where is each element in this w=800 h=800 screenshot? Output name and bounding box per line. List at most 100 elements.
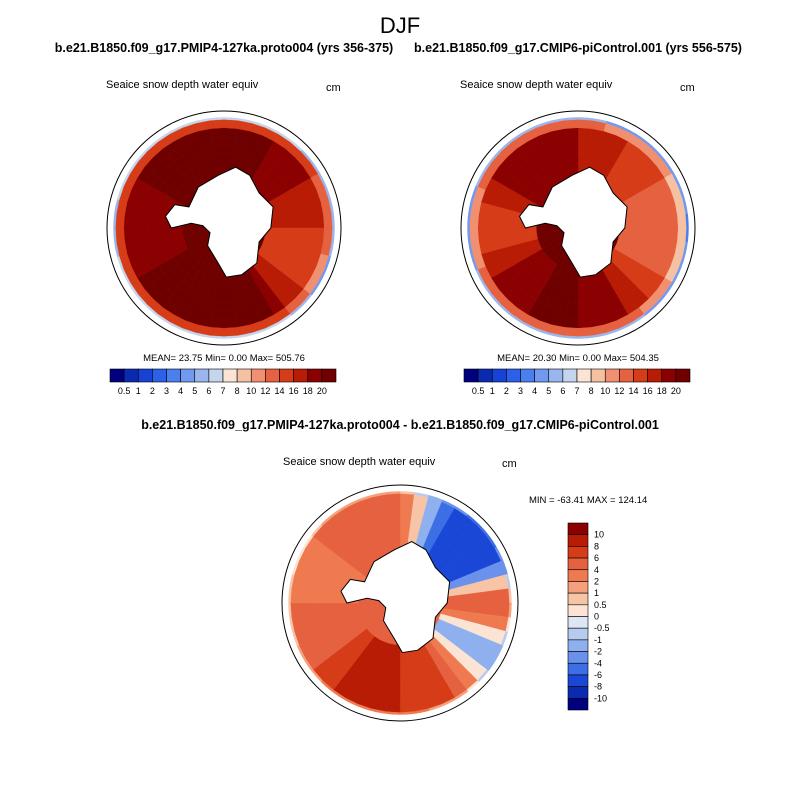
- colorbar-box: [307, 368, 323, 383]
- field-cell: [494, 216, 504, 229]
- colorbar-tick-label: 0: [594, 612, 599, 622]
- field-cell: [307, 590, 317, 604]
- field-cell: [563, 327, 579, 337]
- colorbar-tick-label: 2: [150, 386, 155, 396]
- colorbar-tick-label: 1: [594, 588, 599, 598]
- field-cell: [385, 703, 401, 713]
- field-cell: [399, 510, 413, 520]
- colorbar-box: [534, 368, 550, 383]
- left-case-title: b.e21.B1850.f09_g17.PMIP4-127ka.proto004…: [55, 41, 393, 55]
- colorbar-tick-label: 16: [643, 386, 653, 396]
- field-cell: [223, 294, 235, 304]
- field-cell: [386, 694, 401, 705]
- colorbar-box: [619, 368, 634, 383]
- field-cell: [399, 501, 414, 512]
- colorbar-box: [567, 698, 589, 711]
- field-cell: [577, 277, 586, 287]
- open-ocean: [282, 485, 518, 721]
- difference-colorbar: 108 6 42 1 0.5 0-0.5 -1 -2-4 -6 -8-10: [567, 522, 610, 711]
- open-ocean: [461, 111, 695, 345]
- left-stats: MEAN= 23.75 Min= 0.00 Max= 505.76: [143, 353, 305, 364]
- colorbar-box: [109, 368, 125, 383]
- field-cell: [213, 152, 225, 162]
- field-cell: [491, 589, 502, 604]
- field-cell: [570, 277, 579, 287]
- colorbar-box: [633, 368, 648, 383]
- field-cell: [500, 588, 510, 604]
- field-cell: [652, 216, 662, 229]
- antarctica-land: [518, 166, 628, 278]
- colorbar-tick-label: 16: [289, 386, 299, 396]
- colorbar-box: [567, 592, 589, 606]
- colorbar-box: [137, 368, 153, 383]
- field-cell: [485, 215, 496, 229]
- field-cell: [527, 227, 537, 235]
- field-cell: [223, 135, 237, 146]
- field-cell: [399, 518, 412, 529]
- colorbar-box: [477, 368, 493, 383]
- colorbar-box: [567, 557, 589, 571]
- field-cell: [385, 493, 401, 503]
- field-cell: [660, 215, 671, 229]
- field-cell: [635, 227, 646, 237]
- field-cell: [215, 285, 225, 296]
- colorbar-box: [123, 368, 139, 383]
- field-cell: [627, 220, 637, 229]
- colorbar-tick-label: -1: [594, 635, 602, 645]
- field-cell: [210, 127, 225, 138]
- colorbar-box: [506, 368, 521, 383]
- left-colorbar: 0.5 1 2 3 4 5 6 7 8 10 12 14 16 18 20: [109, 368, 337, 396]
- field-cell: [469, 227, 479, 243]
- field-cell: [357, 602, 367, 609]
- colorbar-box: [265, 368, 280, 383]
- field-cell: [466, 602, 477, 614]
- colorbar-box: [567, 627, 589, 641]
- field-cell: [577, 310, 591, 321]
- colorbar-box: [194, 368, 210, 383]
- colorbar-box: [567, 569, 589, 582]
- field-cell: [399, 677, 412, 688]
- field-cell: [209, 327, 225, 337]
- field-cell: [273, 220, 283, 229]
- colorbar-box: [567, 616, 589, 629]
- colorbar-tick-label: -10: [594, 693, 607, 703]
- colorbar-box: [520, 368, 535, 383]
- field-cell: [115, 213, 125, 229]
- field-cell: [223, 285, 233, 296]
- colorbar-tick-label: 10: [594, 530, 604, 540]
- field-cell: [652, 227, 662, 240]
- field-cell: [211, 310, 225, 321]
- field-cell: [577, 327, 593, 337]
- colorbar-box: [675, 368, 691, 383]
- field-cell: [644, 227, 654, 239]
- right-panel: Seaice snow depth water equiv cm MEAN= 2…: [460, 79, 696, 396]
- field-cell: [635, 219, 646, 229]
- field-cell: [290, 227, 300, 239]
- field-cell: [627, 227, 637, 236]
- map-frame: [460, 110, 696, 346]
- colorbar-tick-label: 1: [490, 386, 495, 396]
- field-cell: [563, 119, 579, 129]
- field-cell: [477, 214, 488, 229]
- colorbar-box: [321, 368, 337, 383]
- field-cell: [349, 602, 359, 610]
- difference-panel: Seaice snow depth water equiv cm MIN = -…: [281, 456, 647, 722]
- field-cell: [290, 602, 300, 618]
- field-cell: [209, 119, 225, 129]
- colorbar-box: [491, 368, 507, 383]
- field-cell: [123, 214, 134, 229]
- field-cell: [281, 219, 292, 229]
- colorbar-tick-label: 2: [504, 386, 509, 396]
- colorbar-tick-label: -2: [594, 647, 602, 657]
- field-cell: [223, 302, 236, 312]
- field-cell: [477, 227, 488, 242]
- colorbar-box: [180, 368, 196, 383]
- field-cell: [668, 214, 679, 229]
- field-cell: [306, 227, 317, 241]
- field-cell: [566, 302, 579, 312]
- field-cell: [332, 602, 342, 613]
- right-units-label: cm: [680, 82, 695, 94]
- colorbar-box: [567, 686, 589, 699]
- colorbar-tick-label: 3: [164, 386, 169, 396]
